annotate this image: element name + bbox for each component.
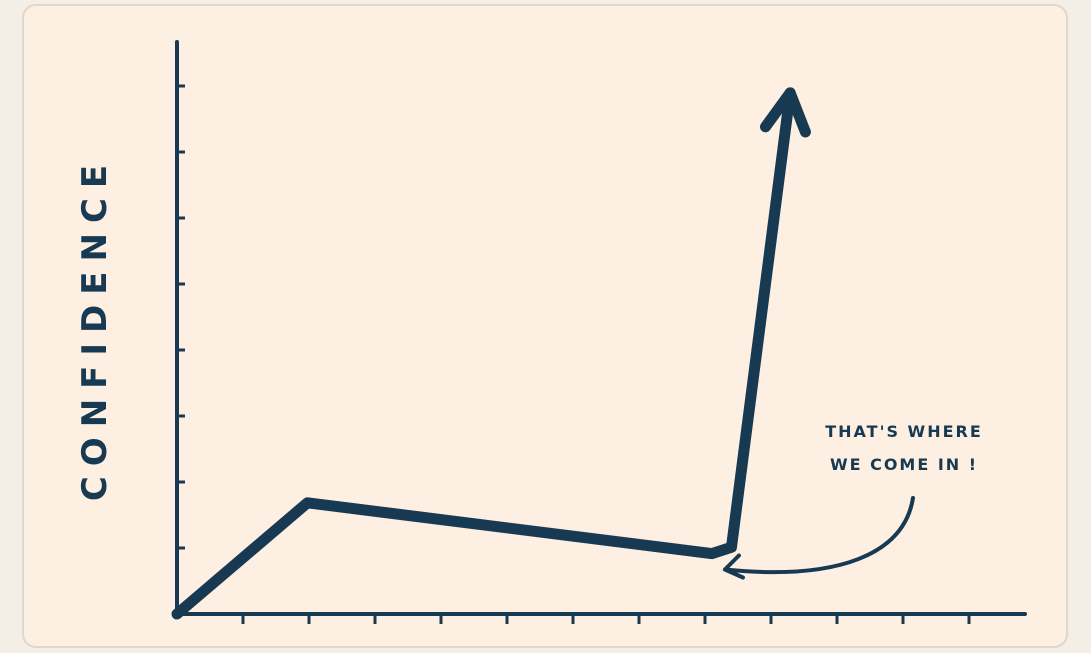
axis-ticks	[177, 84, 971, 624]
series-line	[171, 87, 796, 620]
annotation: THAT'S WHERE WE COME IN !	[722, 422, 983, 580]
y-axis-label: CONFIDENCE	[75, 155, 115, 501]
annotation-line-1: THAT'S WHERE	[825, 422, 983, 441]
annotation-arrow	[722, 496, 915, 580]
axes	[175, 40, 1027, 616]
series-group	[171, 87, 811, 620]
confidence-chart: CONFIDENCE THAT'S WHERE WE COME IN !	[75, 40, 1027, 624]
arrow-head	[759, 87, 811, 138]
chart-card: CONFIDENCE THAT'S WHERE WE COME IN !	[22, 4, 1068, 648]
annotation-line-2: WE COME IN !	[830, 455, 978, 474]
